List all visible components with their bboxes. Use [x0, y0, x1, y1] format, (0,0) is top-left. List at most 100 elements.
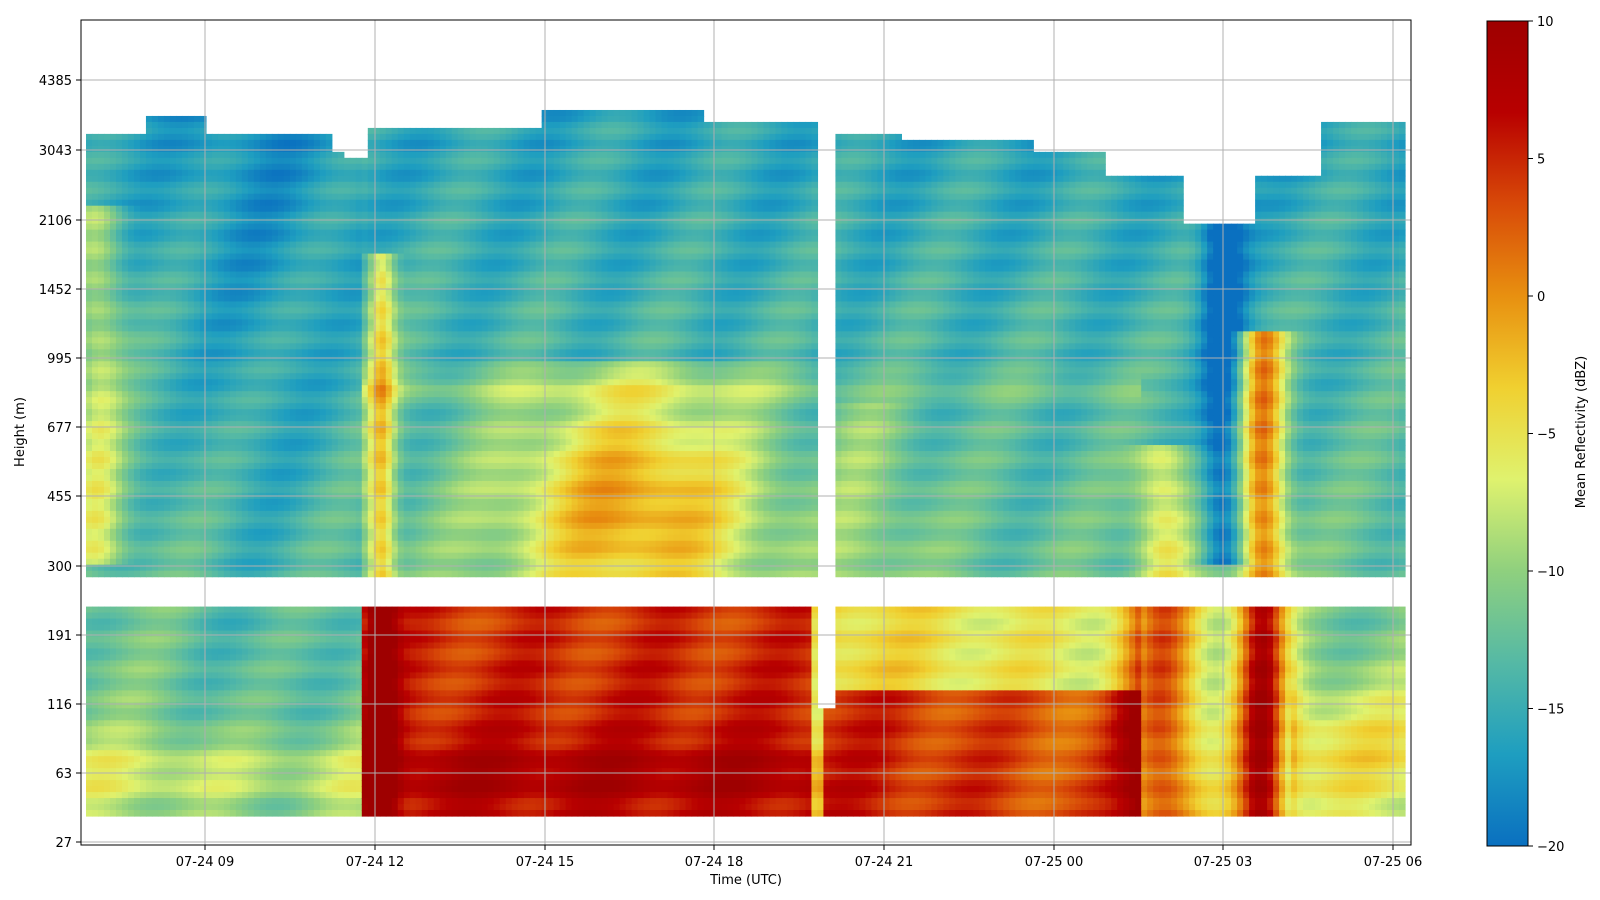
heatmap-cell — [182, 278, 189, 285]
heatmap-cell — [104, 792, 111, 799]
heatmap-cell — [308, 170, 315, 177]
heatmap-cell — [170, 559, 177, 566]
heatmap-cell — [152, 511, 159, 518]
heatmap-cell — [230, 295, 237, 302]
heatmap-cell — [188, 678, 195, 685]
heatmap-cell — [350, 660, 357, 667]
heatmap-cell — [302, 254, 309, 261]
heatmap-cell — [344, 750, 351, 757]
heatmap-cell — [164, 642, 171, 649]
heatmap-cell — [218, 373, 225, 380]
heatmap-cell — [296, 499, 303, 506]
heatmap-cell — [314, 367, 321, 374]
heatmap-cell — [188, 475, 195, 482]
heatmap-cell — [110, 499, 117, 506]
heatmap-cell — [296, 295, 303, 302]
heatmap-cell — [122, 433, 129, 440]
heatmap-cell — [302, 684, 309, 691]
heatmap-cell — [170, 218, 177, 225]
heatmap-cell — [296, 547, 303, 554]
heatmap-cell — [212, 523, 219, 530]
heatmap-cell — [314, 547, 321, 554]
heatmap-cell — [194, 361, 201, 368]
heatmap-cell — [218, 541, 225, 548]
heatmap-cell — [170, 780, 177, 787]
heatmap-cell — [254, 690, 261, 697]
heatmap-cell — [92, 810, 99, 817]
heatmap-cell — [302, 648, 309, 655]
heatmap-cell — [158, 648, 165, 655]
heatmap-cell — [152, 403, 159, 410]
heatmap-cell — [218, 451, 225, 458]
heatmap-cell — [350, 266, 357, 273]
heatmap-cell — [266, 158, 273, 165]
heatmap-cell — [242, 206, 249, 213]
heatmap-cell — [152, 648, 159, 655]
heatmap-cell — [260, 337, 267, 344]
heatmap-cell — [212, 463, 219, 470]
heatmap-cell — [98, 331, 105, 338]
heatmap-cell — [212, 499, 219, 506]
heatmap-cell — [164, 714, 171, 721]
heatmap-cell — [224, 756, 231, 763]
heatmap-cell — [98, 313, 105, 320]
heatmap-cell — [110, 684, 117, 691]
heatmap-cell — [230, 541, 237, 548]
heatmap-cell — [278, 146, 285, 153]
heatmap-cell — [296, 307, 303, 314]
heatmap-cell — [242, 750, 249, 757]
heatmap-cell — [212, 792, 219, 799]
heatmap-cell — [116, 768, 123, 775]
heatmap-cell — [128, 517, 135, 524]
heatmap-cell — [194, 343, 201, 350]
heatmap-cell — [302, 571, 309, 578]
heatmap-cell — [254, 672, 261, 679]
heatmap-cell — [326, 666, 333, 673]
heatmap-cell — [212, 553, 219, 560]
heatmap-cell — [92, 152, 99, 159]
heatmap-cell — [140, 642, 147, 649]
heatmap-cell — [320, 798, 327, 805]
heatmap-cell — [320, 487, 327, 494]
heatmap-cell — [332, 337, 339, 344]
heatmap-cell — [314, 571, 321, 578]
heatmap-cell — [332, 684, 339, 691]
heatmap-cell — [140, 343, 147, 350]
heatmap-cell — [236, 535, 243, 542]
heatmap-cell — [206, 230, 213, 237]
heatmap-cell — [140, 672, 147, 679]
heatmap-cell — [230, 266, 237, 273]
heatmap-cell — [236, 325, 243, 332]
heatmap-cell — [182, 571, 189, 578]
heatmap-cell — [320, 295, 327, 302]
heatmap-cell — [140, 242, 147, 249]
heatmap-cell — [170, 260, 177, 267]
heatmap-cell — [218, 625, 225, 632]
heatmap-cell — [272, 236, 279, 243]
heatmap-cell — [170, 319, 177, 326]
heatmap-cell — [146, 242, 153, 249]
heatmap-cell — [140, 571, 147, 578]
heatmap-cell — [242, 684, 249, 691]
heatmap-cell — [170, 164, 177, 171]
heatmap-cell — [296, 726, 303, 733]
heatmap-cell — [320, 571, 327, 578]
heatmap-cell — [278, 355, 285, 362]
heatmap-cell — [128, 349, 135, 356]
heatmap-cell — [176, 146, 183, 153]
heatmap-cell — [296, 672, 303, 679]
heatmap-cell — [188, 499, 195, 506]
heatmap-cell — [236, 206, 243, 213]
heatmap-cell — [254, 266, 261, 273]
heatmap-cell — [296, 768, 303, 775]
heatmap-cell — [164, 248, 171, 255]
heatmap-cell — [182, 672, 189, 679]
heatmap-cell — [242, 714, 249, 721]
heatmap-cell — [350, 780, 357, 787]
heatmap-cell — [230, 218, 237, 225]
heatmap-cell — [350, 750, 357, 757]
heatmap-cell — [170, 116, 177, 123]
heatmap-cell — [332, 457, 339, 464]
heatmap-cell — [92, 319, 99, 326]
heatmap-cell — [224, 385, 231, 392]
